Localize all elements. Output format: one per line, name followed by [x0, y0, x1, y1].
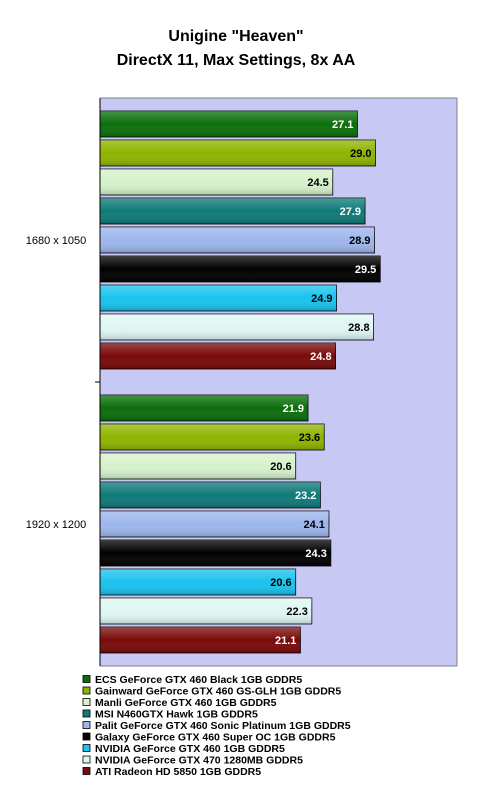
- bar-value-label: 28.9: [349, 235, 370, 247]
- bar-value-label: 29.5: [355, 264, 376, 276]
- legend-entry: Galaxy GeForce GTX 460 Super OC 1GB GDDR…: [95, 732, 336, 744]
- legend-entry: ECS GeForce GTX 460 Black 1GB GDDR5: [95, 674, 302, 686]
- legend-entry: MSI N460GTX Hawk 1GB GDDR5: [95, 709, 258, 721]
- bar-value-label: 21.1: [275, 635, 296, 647]
- bar-shading: [100, 482, 321, 508]
- legend-swatch: [82, 698, 91, 706]
- legend-swatch: [82, 675, 91, 683]
- legend-swatch: [82, 732, 91, 741]
- bar-value-label: 27.9: [340, 206, 361, 218]
- legend-swatch: [82, 744, 91, 752]
- bar-shading: [100, 111, 358, 137]
- bar-shading: [100, 198, 366, 224]
- bar-shading: [100, 627, 301, 653]
- bar-value-label: 24.8: [310, 351, 331, 363]
- bar-shading: [100, 314, 374, 340]
- bar-value-label: 24.9: [311, 293, 332, 305]
- bar-shading: [100, 540, 331, 566]
- bar-shading: [100, 598, 312, 624]
- bar-shading: [100, 285, 337, 311]
- bar-shading: [100, 395, 309, 421]
- bar-value-label: 24.5: [307, 177, 328, 189]
- bar-shading: [100, 227, 375, 253]
- legend-entry: ATI Radeon HD 5850 1GB GDDR5: [95, 766, 261, 778]
- legend-swatch: [82, 721, 91, 729]
- bar-shading: [100, 140, 376, 166]
- bar-shading: [100, 569, 296, 595]
- legend-entry: Palit GeForce GTX 460 Sonic Platinum 1GB…: [95, 720, 351, 732]
- legend-swatch: [82, 709, 91, 718]
- bar-value-label: 24.3: [305, 548, 326, 560]
- category-label: 1680 x 1050: [26, 235, 87, 247]
- bar-shading: [100, 256, 381, 282]
- legend-entry: NVIDIA GeForce GTX 470 1280MB GDDR5: [95, 755, 303, 767]
- bar-value-label: 28.8: [348, 322, 369, 334]
- bar-value-label: 21.9: [283, 403, 304, 415]
- bar-value-label: 22.3: [286, 606, 307, 618]
- bar-value-label: 23.6: [299, 432, 320, 444]
- category-label: 1920 x 1200: [26, 519, 87, 531]
- category-axis-labels: 1680 x 1050 1920 x 1200: [26, 235, 100, 531]
- bars: 27.1 29.0 24.5 27.9 28.9 29.5 24.9 28.8 24.8 21.9…: [99, 110, 381, 654]
- bar-shading: [100, 453, 296, 479]
- legend-swatch: [82, 767, 91, 775]
- bar-shading: [100, 343, 336, 369]
- bar-value-label: 27.1: [332, 119, 353, 131]
- bar-shading: [100, 169, 333, 195]
- bar-value-label: 20.6: [270, 577, 291, 589]
- legend-swatch: [82, 686, 91, 695]
- bar-value-label: 29.0: [350, 148, 371, 160]
- bar-value-label: 23.2: [295, 490, 316, 502]
- bar-value-label: 20.6: [270, 461, 291, 473]
- legend-entry: Gainward GeForce GTX 460 GS-GLH 1GB GDDR…: [95, 686, 341, 698]
- legend: ECS GeForce GTX 460 Black 1GB GDDR5Gainw…: [82, 674, 351, 778]
- legend-swatch: [82, 755, 91, 764]
- bar-shading: [100, 424, 325, 450]
- bar-value-label: 24.1: [304, 519, 325, 531]
- bar-shading: [100, 511, 329, 537]
- chart-subtitle: DirectX 11, Max Settings, 8x AA: [117, 52, 356, 69]
- chart-title: Unigine "Heaven": [168, 28, 303, 45]
- legend-entry: Manli GeForce GTX 460 1GB GDDR5: [95, 697, 277, 709]
- legend-entry: NVIDIA GeForce GTX 460 1GB GDDR5: [95, 743, 285, 755]
